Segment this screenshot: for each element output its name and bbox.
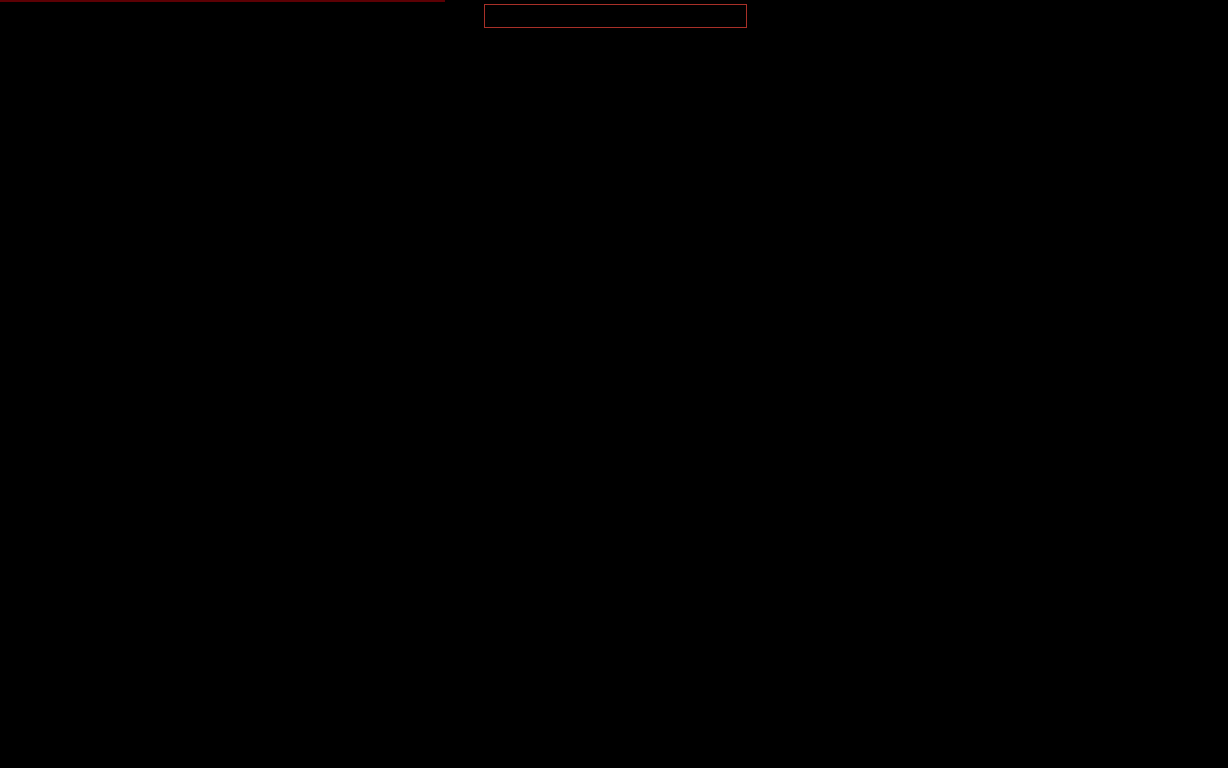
- colorbar-gradient: [484, 4, 747, 28]
- y-axis-label: [28, 231, 56, 531]
- spectrum-heatmap: [125, 35, 425, 185]
- window-top-border: [0, 0, 445, 2]
